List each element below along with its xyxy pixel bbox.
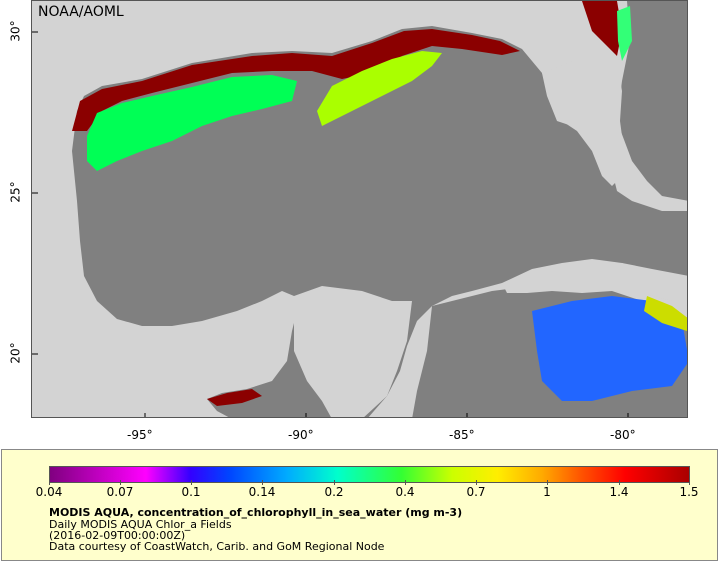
legend-courtesy: Data courtesy of CoastWatch, Carib. and … <box>49 540 385 553</box>
legend-subtitle: Daily MODIS AQUA Chlor_a Fields <box>49 518 232 531</box>
lon-tick-label: -80° <box>610 428 636 442</box>
chlorophyll-map <box>32 1 687 417</box>
colorbar-tick-label: 0.04 <box>35 485 63 499</box>
colorbar-tick-label: 0.14 <box>248 485 276 499</box>
colorbar-tick-label: 1 <box>543 485 551 499</box>
legend-time: (2016-02-09T00:00:00Z) <box>49 529 186 542</box>
lat-tick-label: 30° <box>8 20 23 42</box>
colorbar <box>49 466 690 483</box>
lat-tick-label: 25° <box>8 181 23 203</box>
colorbar-tick-label: 0.2 <box>324 485 344 499</box>
chl-high-north <box>72 29 520 131</box>
colorbar-tick-label: 0.1 <box>181 485 201 499</box>
colorbar-tick-label: 0.7 <box>466 485 486 499</box>
cuba-land <box>502 259 687 306</box>
chl-mid-north <box>87 75 297 171</box>
axis-ticks <box>32 31 629 417</box>
chl-mid-ne <box>317 51 442 126</box>
lat-tick-label: 20° <box>8 342 23 364</box>
colorbar-tick-label: 1.4 <box>609 485 629 499</box>
colorbar-tick-label: 1.5 <box>679 485 699 499</box>
legend-title: MODIS AQUA, concentration_of_chlorophyll… <box>49 506 463 519</box>
atlantic-water <box>617 1 687 201</box>
colorbar-tick-label: 0.4 <box>395 485 415 499</box>
legend-panel: 0.04 0.07 0.1 0.14 0.2 0.4 0.7 1 1.4 1.5… <box>1 449 718 561</box>
chl-florida-east-green <box>617 6 632 61</box>
chl-caribbean-blue <box>532 296 687 401</box>
chl-florida-east <box>582 1 622 56</box>
yucatan-land <box>294 286 412 417</box>
lon-tick-label: -85° <box>449 428 475 442</box>
colorbar-tick-label: 0.07 <box>106 485 134 499</box>
map-frame: NOAA/AOML <box>31 0 688 418</box>
gulf-water <box>72 26 687 417</box>
chl-yucatan-high <box>644 296 687 331</box>
credit-label: NOAA/AOML <box>38 4 124 20</box>
lon-tick-label: -95° <box>127 428 153 442</box>
lon-tick-label: -90° <box>288 428 314 442</box>
chl-south-bay <box>207 389 262 406</box>
florida-land <box>542 41 624 186</box>
